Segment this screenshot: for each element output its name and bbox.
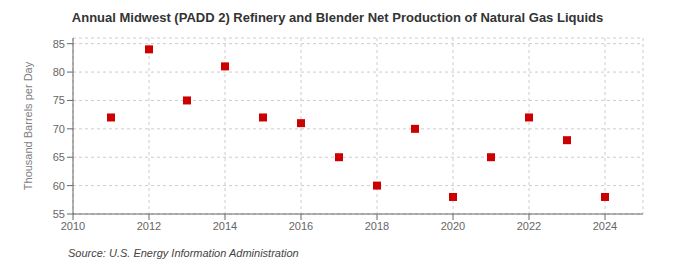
html-text:Annual Midwest (PADD 2) Refine: Annual Midwest (PADD 2) Refinery and Ble… [71,10,604,25]
svg-text:2016: 2016 [289,220,313,232]
svg-text:65: 65 [53,151,65,163]
svg-text:2014: 2014 [213,220,237,232]
svg-text:60: 60 [53,180,65,192]
svg-text:2010: 2010 [61,220,85,232]
svg-text:55: 55 [53,208,65,220]
svg-text:2024: 2024 [593,220,617,232]
svg-text:70: 70 [53,123,65,135]
html-text:Source: U.S. Energy Informatio: Source: U.S. Energy Information Administ… [68,247,299,259]
svg-text:Thousand Barrels per Day: Thousand Barrels per Day [22,61,34,190]
svg-text:85: 85 [53,38,65,50]
svg-text:75: 75 [53,94,65,106]
svg-text:2022: 2022 [517,220,541,232]
svg-text:2012: 2012 [137,220,161,232]
svg-text:2018: 2018 [365,220,389,232]
svg-text:80: 80 [53,66,65,78]
svg-text:2020: 2020 [441,220,465,232]
